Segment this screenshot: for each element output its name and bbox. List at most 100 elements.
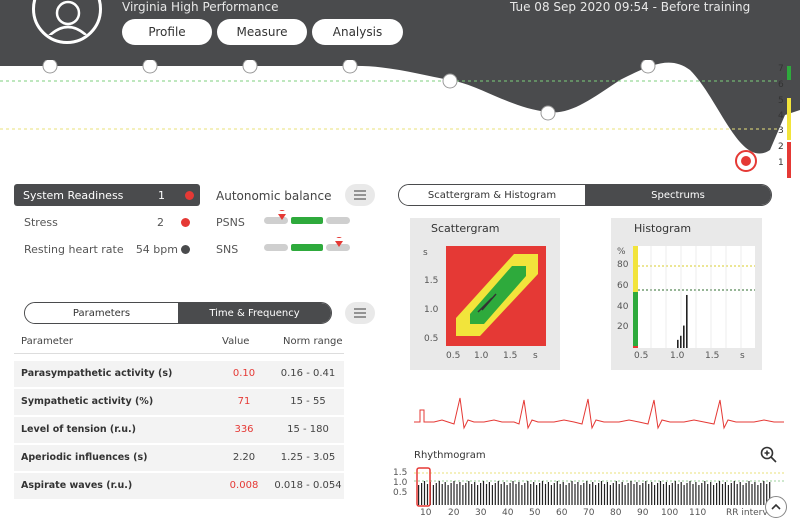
rr-interval-bar — [530, 484, 532, 505]
rr-interval-bar — [536, 485, 538, 505]
rr-interval-bar — [603, 484, 606, 505]
tab-time-frequency[interactable]: Time & Frequency — [178, 303, 331, 323]
trend-marker[interactable] — [540, 105, 556, 121]
table-row: Aperiodic influences (s) 2.20 1.25 - 3.0… — [14, 445, 344, 471]
tab-parameters[interactable]: Parameters — [25, 303, 178, 323]
rr-interval-bar — [471, 484, 473, 505]
rr-interval-bar — [754, 482, 756, 505]
rhythm-y-tick: 1.5 — [393, 468, 408, 478]
measure-button[interactable]: Measure — [217, 19, 307, 45]
rr-interval-bar — [651, 482, 653, 505]
param-name: Aspirate waves (r.u.) — [21, 480, 133, 491]
rr-interval-bar — [665, 482, 667, 505]
analysis-button[interactable]: Analysis — [312, 19, 403, 45]
sns-balance-bar — [264, 237, 350, 251]
rhythmogram-plot — [414, 467, 784, 507]
ecg-trace — [414, 397, 784, 430]
rr-interval-bar — [600, 481, 603, 505]
trend-marker[interactable] — [142, 60, 158, 74]
rhythm-x-tick: 40 — [502, 508, 514, 518]
menu-icon — [354, 190, 366, 200]
rr-interval-bar — [624, 485, 626, 505]
rr-interval-bar — [444, 482, 446, 505]
table-row: Sympathetic activity (%) 71 15 - 55 — [14, 389, 344, 415]
scatter-y-tick: 1.5 — [424, 276, 439, 286]
chevron-up-icon — [771, 503, 781, 510]
hist-y-tick: 80 — [617, 260, 629, 270]
rr-interval-bar — [710, 482, 712, 505]
rr-interval-bar — [739, 482, 741, 505]
rr-interval-bar — [674, 481, 676, 505]
hist-y-unit: % — [617, 247, 626, 257]
param-name: Sympathetic activity (%) — [21, 396, 154, 407]
scatter-x-tick: 0.5 — [446, 351, 461, 361]
system-readiness-row[interactable]: System Readiness 1 — [14, 184, 200, 206]
rr-interval-bar — [447, 485, 449, 505]
rr-interval-bar — [630, 481, 632, 505]
current-trend-marker-dot — [741, 156, 751, 166]
rr-interval-bar — [577, 482, 579, 505]
scatter-y-unit: s — [423, 248, 428, 258]
autonomic-menu-button[interactable] — [345, 184, 375, 206]
rhythm-x-unit: RR interv — [726, 508, 768, 518]
rr-interval-bar — [671, 483, 673, 505]
histogram-bar — [680, 335, 682, 348]
rr-interval-bar — [654, 485, 656, 505]
rr-interval-bar — [645, 481, 647, 505]
scale-yellow — [787, 98, 791, 140]
trend-marker[interactable] — [42, 60, 58, 74]
zoom-in-icon[interactable] — [760, 446, 778, 468]
tab-scattergram-histogram[interactable]: Scattergram & Histogram — [399, 185, 585, 205]
rr-interval-bar — [459, 482, 461, 505]
hist-x-tick: 1.0 — [670, 351, 685, 361]
histogram-plot — [633, 246, 755, 348]
rr-interval-bar — [580, 485, 582, 505]
rr-interval-bar — [724, 482, 726, 505]
scale-label-5: 5 — [778, 96, 784, 106]
trend-marker[interactable] — [342, 60, 358, 74]
rr-interval-bar — [465, 483, 467, 505]
scroll-up-button[interactable] — [765, 496, 787, 518]
column-header-parameter: Parameter — [21, 336, 74, 347]
readiness-trend-chart: 7 6 5 4 3 2 1 — [0, 60, 800, 180]
rr-interval-bar — [450, 483, 452, 505]
param-name: Level of tension (r.u.) — [21, 424, 136, 435]
trend-marker[interactable] — [242, 60, 258, 74]
param-value: 2.20 — [232, 452, 256, 463]
rr-interval-bar — [751, 484, 753, 505]
hist-y-tick: 40 — [617, 302, 629, 312]
rr-interval-bar — [612, 483, 614, 505]
readiness-status-dot — [185, 191, 194, 200]
rr-interval-bar — [695, 482, 697, 505]
trend-marker[interactable] — [640, 60, 656, 74]
tab-spectrums[interactable]: Spectrums — [585, 185, 771, 205]
heart-rate-status-dot — [181, 245, 190, 254]
rr-interval-bar — [423, 481, 426, 505]
scale-label-6: 6 — [778, 80, 784, 90]
parameters-menu-button[interactable] — [345, 302, 375, 324]
rr-interval-bar — [559, 484, 561, 505]
rr-interval-bar — [550, 485, 552, 505]
scatter-x-tick: 1.5 — [503, 351, 518, 361]
resting-heart-rate-label: Resting heart rate — [24, 243, 124, 256]
rr-interval-bar — [462, 485, 464, 505]
param-value: 71 — [237, 396, 251, 407]
rr-interval-bar — [494, 483, 496, 505]
rr-interval-bar — [615, 481, 617, 505]
rhythmogram-selection-window[interactable] — [416, 467, 431, 507]
rr-interval-bar — [606, 482, 608, 505]
table-divider — [14, 353, 344, 354]
autonomic-balance-title: Autonomic balance — [216, 189, 332, 203]
rr-interval-bar — [527, 481, 529, 505]
hist-x-tick: 0.5 — [634, 351, 649, 361]
rhythm-y-tick: 1.0 — [393, 478, 408, 488]
rr-interval-bar — [713, 485, 715, 505]
rr-interval-bar — [491, 485, 493, 505]
trend-marker[interactable] — [442, 73, 458, 89]
rr-interval-bar — [769, 482, 771, 505]
rr-interval-bar — [627, 483, 629, 505]
histogram-title: Histogram — [634, 222, 692, 235]
rr-interval-bar — [421, 483, 423, 505]
profile-button[interactable]: Profile — [122, 19, 212, 45]
rhythm-x-tick: 30 — [475, 508, 487, 518]
